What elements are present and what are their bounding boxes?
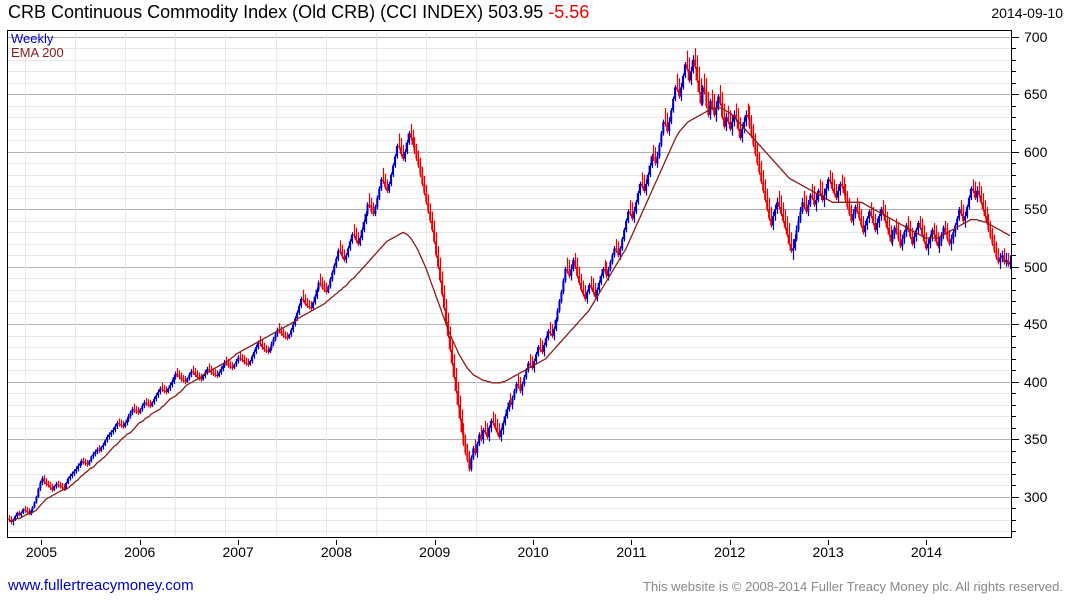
y-axis-minor-tick xyxy=(1012,221,1016,222)
price-change: -5.56 xyxy=(548,2,590,22)
y-axis-minor-tick xyxy=(1012,129,1016,130)
y-axis-minor-tick xyxy=(1012,140,1016,141)
y-axis-tick xyxy=(1012,439,1019,440)
grid-minor xyxy=(8,48,1011,532)
x-axis-label: 2010 xyxy=(517,544,549,560)
y-axis-tick xyxy=(1012,267,1019,268)
instrument-name: CRB Continuous Commodity Index (Old CRB)… xyxy=(8,2,484,22)
chart-legend: Weekly EMA 200 xyxy=(11,32,64,59)
y-axis-minor-tick xyxy=(1012,117,1016,118)
y-axis-minor-tick xyxy=(1012,48,1016,49)
last-price: 503.95 xyxy=(488,2,544,22)
y-axis-minor-tick xyxy=(1012,359,1016,360)
x-axis-label: 2012 xyxy=(714,544,746,560)
chart-header: CRB Continuous Commodity Index (Old CRB)… xyxy=(0,0,1075,28)
page-title: CRB Continuous Commodity Index (Old CRB)… xyxy=(8,2,589,23)
x-axis-tick xyxy=(41,540,42,545)
x-axis-tick xyxy=(435,540,436,545)
y-axis-minor-tick xyxy=(1012,451,1016,452)
y-axis-label: 350 xyxy=(1024,431,1048,448)
y-axis-label: 450 xyxy=(1024,316,1048,333)
y-axis-minor-tick xyxy=(1012,278,1016,279)
y-axis-minor-tick xyxy=(1012,106,1016,107)
y-axis-minor-tick xyxy=(1012,416,1016,417)
y-axis-minor-tick xyxy=(1012,313,1016,314)
y-axis-minor-tick xyxy=(1012,508,1016,509)
y-axis-label: 300 xyxy=(1024,488,1048,505)
y-axis-tick xyxy=(1012,209,1019,210)
x-axis-tick xyxy=(926,540,927,545)
x-axis-tick xyxy=(828,540,829,545)
ema-200-line xyxy=(9,107,1011,522)
y-axis-minor-tick xyxy=(1012,175,1016,176)
y-axis-minor-tick xyxy=(1012,83,1016,84)
y-axis-minor-tick xyxy=(1012,405,1016,406)
price-chart[interactable] xyxy=(7,30,1012,538)
x-axis-tick xyxy=(336,540,337,545)
y-axis-label: 500 xyxy=(1024,258,1048,275)
y-axis-tick xyxy=(1012,324,1019,325)
x-axis-label: 2009 xyxy=(419,544,451,560)
y-axis-label: 550 xyxy=(1024,201,1048,218)
y-axis-minor-tick xyxy=(1012,301,1016,302)
x-axis-label: 2008 xyxy=(320,544,352,560)
y-axis-minor-tick xyxy=(1012,163,1016,164)
y-axis-minor-tick xyxy=(1012,255,1016,256)
chart-canvas xyxy=(8,31,1011,537)
x-axis-tick xyxy=(631,540,632,545)
y-axis-minor-tick xyxy=(1012,336,1016,337)
y-axis-minor-tick xyxy=(1012,520,1016,521)
chart-footer: www.fullertreacymoney.com This website i… xyxy=(0,574,1075,600)
y-axis-minor-tick xyxy=(1012,347,1016,348)
x-axis-tick xyxy=(140,540,141,545)
y-axis-minor-tick xyxy=(1012,244,1016,245)
x-axis-label: 2005 xyxy=(25,544,57,560)
x-axis: 2005 2006 2007 2008 2009 2010 2011 2012 2013 2014 xyxy=(0,540,1075,562)
y-axis-minor-tick xyxy=(1012,370,1016,371)
x-axis-tick xyxy=(730,540,731,545)
y-axis-tick xyxy=(1012,497,1019,498)
x-axis-label: 2006 xyxy=(124,544,156,560)
chart-plot-area xyxy=(7,30,1012,538)
x-axis-label: 2014 xyxy=(910,544,942,560)
y-axis-minor-tick xyxy=(1012,474,1016,475)
y-axis-minor-tick xyxy=(1012,531,1016,532)
y-axis-minor-tick xyxy=(1012,198,1016,199)
y-axis-minor-tick xyxy=(1012,485,1016,486)
x-axis-label: 2007 xyxy=(222,544,254,560)
y-axis-tick xyxy=(1012,382,1019,383)
y-axis: 300 350 400 450 500 550 600 650 700 xyxy=(1012,28,1075,540)
copyright-notice: This website is © 2008-2014 Fuller Treac… xyxy=(643,579,1063,594)
y-axis-label: 650 xyxy=(1024,86,1048,103)
x-axis-label: 2011 xyxy=(616,544,647,560)
y-axis-tick xyxy=(1012,37,1019,38)
y-axis-label: 700 xyxy=(1024,28,1048,45)
as-of-date: 2014-09-10 xyxy=(991,5,1063,21)
y-axis-minor-tick xyxy=(1012,290,1016,291)
y-axis-minor-tick xyxy=(1012,428,1016,429)
site-url-link[interactable]: www.fullertreacymoney.com xyxy=(8,577,194,594)
y-axis-minor-tick xyxy=(1012,71,1016,72)
y-axis-tick xyxy=(1012,94,1019,95)
y-axis-label: 600 xyxy=(1024,143,1048,160)
x-axis-label: 2013 xyxy=(812,544,844,560)
legend-item-ema: EMA 200 xyxy=(11,44,64,60)
y-axis-minor-tick xyxy=(1012,60,1016,61)
y-axis-minor-tick xyxy=(1012,186,1016,187)
y-axis-minor-tick xyxy=(1012,232,1016,233)
x-axis-tick xyxy=(238,540,239,545)
price-bars xyxy=(8,48,1011,526)
y-axis-tick xyxy=(1012,152,1019,153)
y-axis-label: 400 xyxy=(1024,373,1048,390)
y-axis-minor-tick xyxy=(1012,462,1016,463)
y-axis-minor-tick xyxy=(1012,393,1016,394)
x-axis-tick xyxy=(533,540,534,545)
legend-item-interval: Weekly xyxy=(11,31,54,46)
